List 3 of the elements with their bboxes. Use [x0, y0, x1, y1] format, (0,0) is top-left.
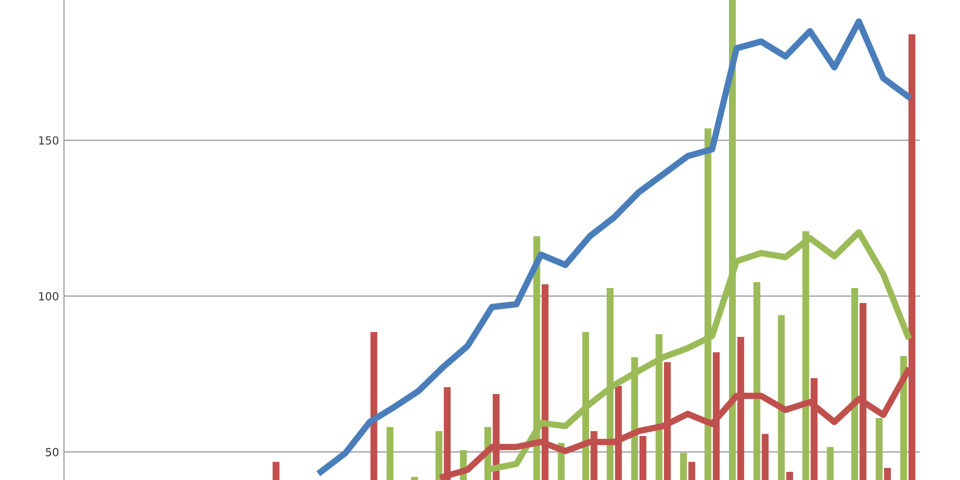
- y-tick-label: 50: [46, 448, 58, 456]
- y-tick-label: 100: [39, 292, 58, 300]
- y-tick-label: 150: [39, 136, 58, 145]
